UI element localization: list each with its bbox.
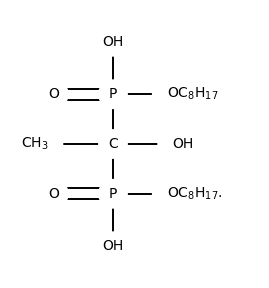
Text: C: C	[108, 137, 118, 151]
Text: P: P	[109, 187, 117, 201]
Text: OH: OH	[102, 35, 123, 49]
Text: CH$_3$: CH$_3$	[21, 136, 48, 152]
Circle shape	[40, 179, 68, 208]
Circle shape	[40, 80, 68, 109]
Circle shape	[153, 179, 181, 208]
Circle shape	[99, 130, 127, 158]
Text: OH: OH	[102, 239, 123, 253]
Circle shape	[99, 28, 127, 56]
Text: OH: OH	[172, 137, 193, 151]
Circle shape	[99, 80, 127, 109]
Circle shape	[99, 232, 127, 260]
Text: OC$_8$H$_{17}$: OC$_8$H$_{17}$	[167, 86, 218, 103]
Text: P: P	[109, 87, 117, 101]
Text: O: O	[48, 87, 59, 101]
Circle shape	[158, 130, 186, 158]
Circle shape	[99, 179, 127, 208]
Text: OC$_8$H$_{17}$.: OC$_8$H$_{17}$.	[167, 185, 222, 202]
Circle shape	[153, 80, 181, 109]
Circle shape	[34, 130, 63, 158]
Text: O: O	[48, 187, 59, 201]
